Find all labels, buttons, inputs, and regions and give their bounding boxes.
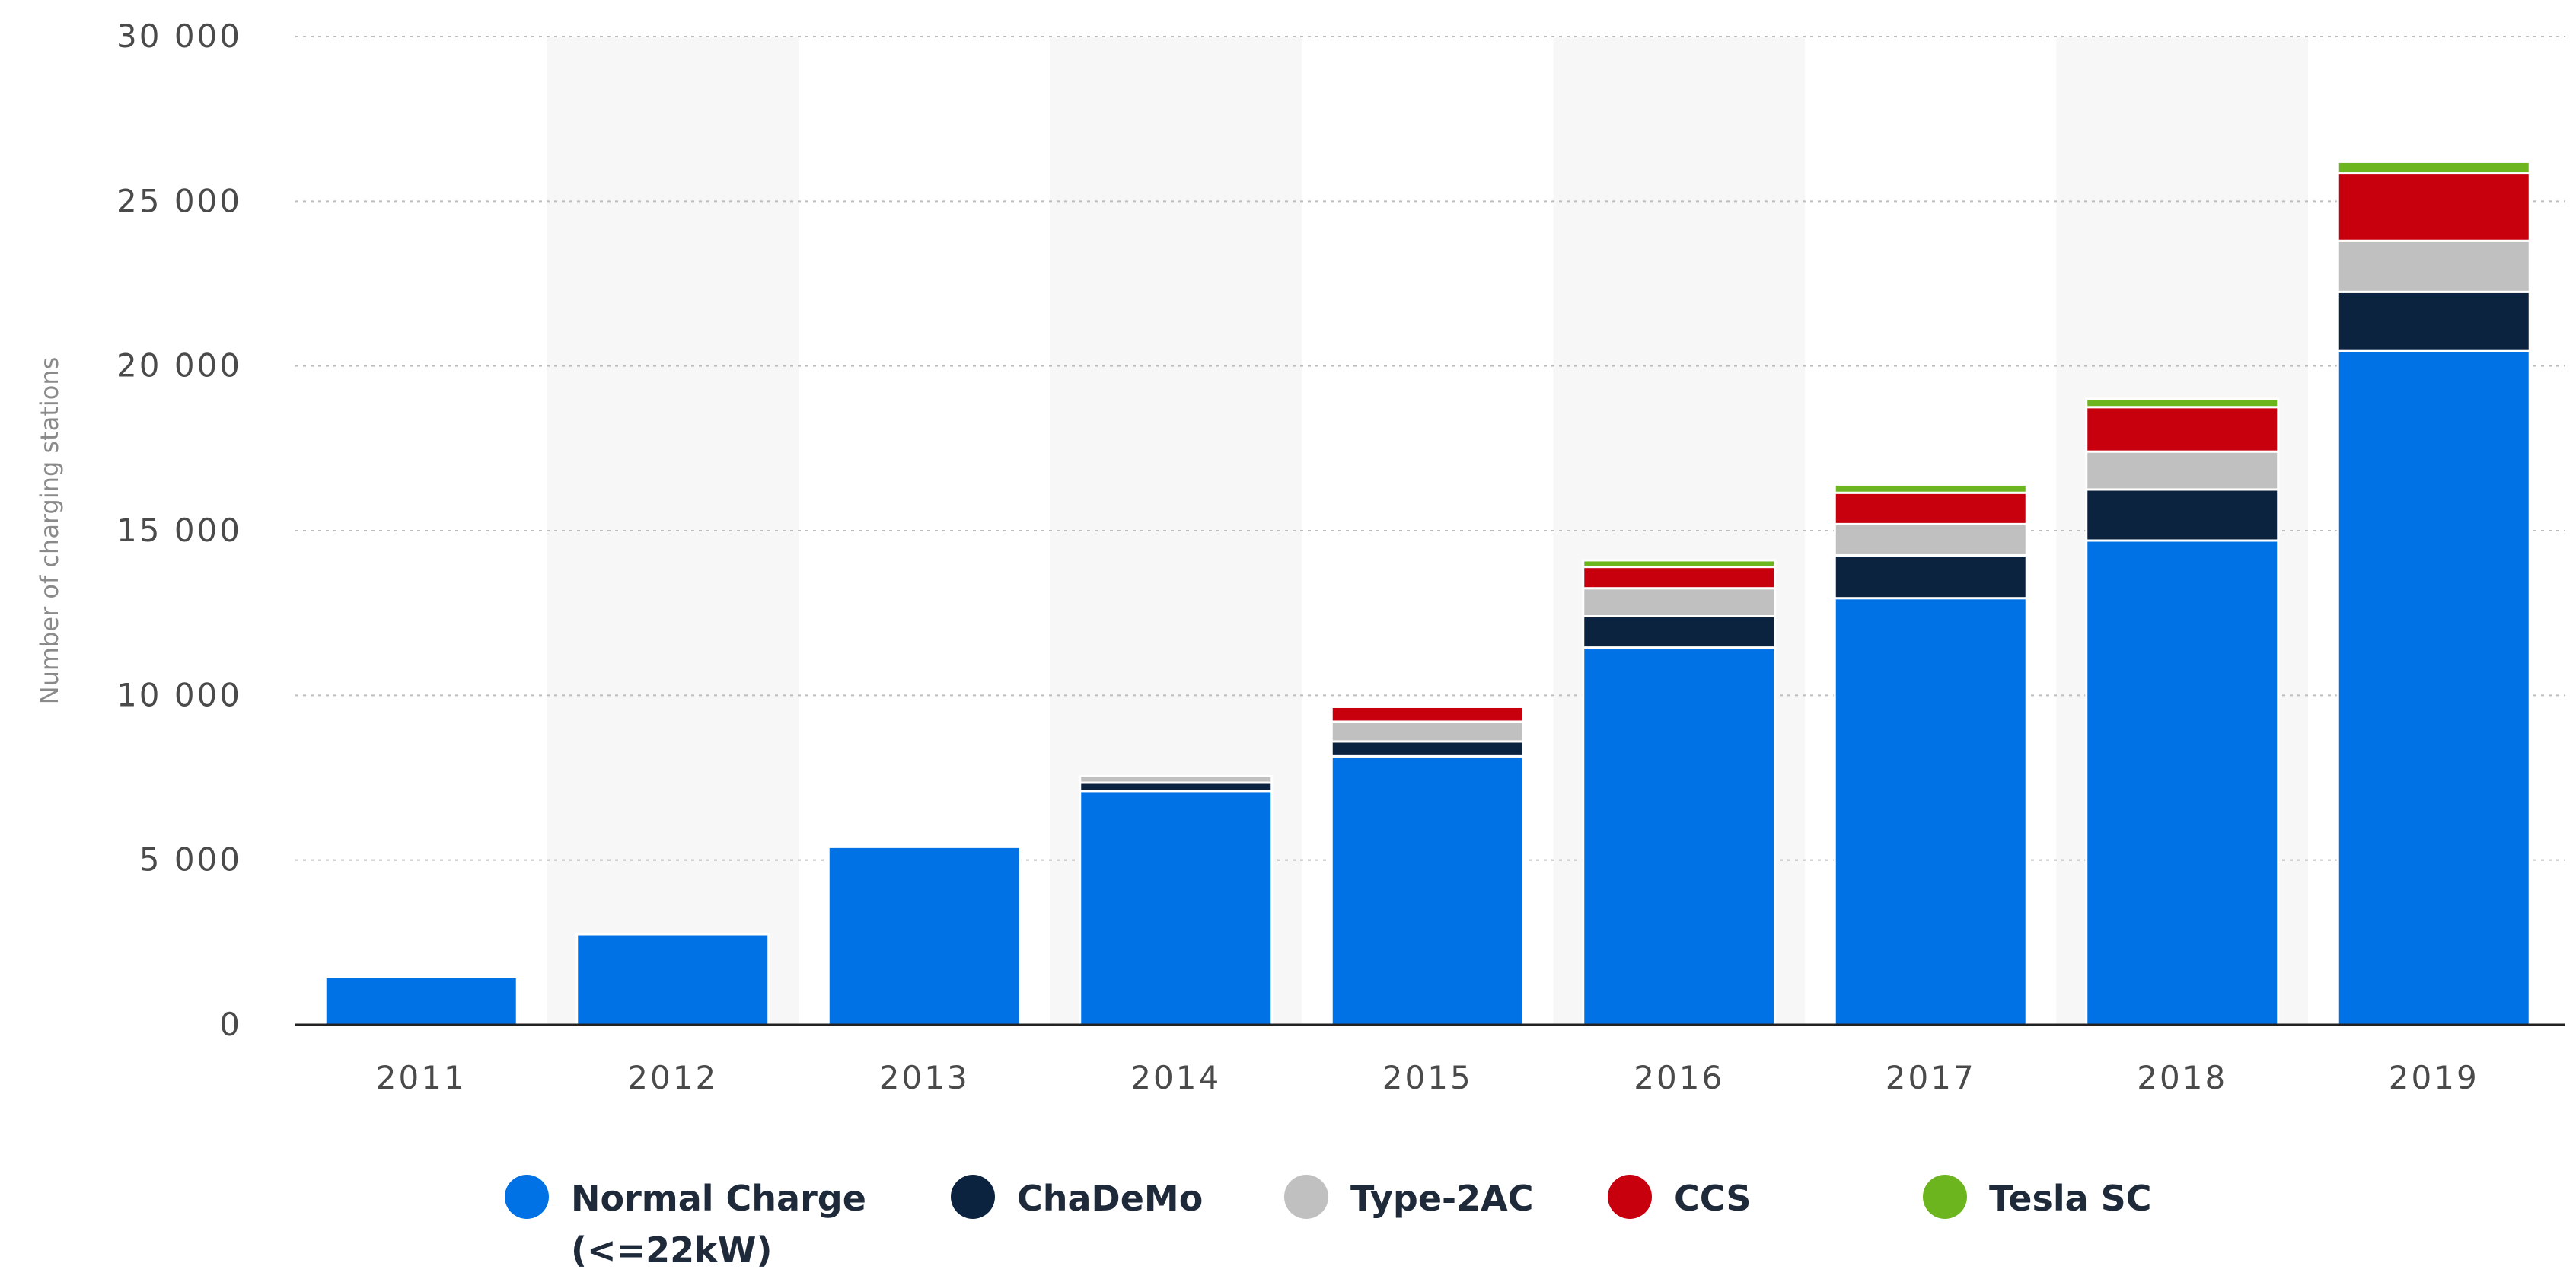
legend-item-normal-charge-22kw[interactable]: Normal Charge (<=22kW) bbox=[505, 1175, 866, 1271]
bar-2013-normal-charge-22kw[interactable] bbox=[827, 845, 1022, 1026]
bar-2019-chademo[interactable] bbox=[2336, 290, 2531, 352]
x-tick-label-2012: 2012 bbox=[627, 1059, 718, 1096]
legend-label-line2: (<=22kW) bbox=[571, 1230, 772, 1271]
bar-2018-ccs[interactable] bbox=[2085, 406, 2280, 453]
bar-2017-normal-charge-22kw[interactable] bbox=[1833, 597, 2028, 1026]
legend-item-tesla-sc[interactable]: Tesla SC bbox=[1923, 1175, 2152, 1219]
y-axis-title: Number of charging stations bbox=[35, 357, 64, 705]
x-tick-label-2011: 2011 bbox=[376, 1059, 467, 1096]
bar-2019-normal-charge-22kw[interactable] bbox=[2336, 349, 2531, 1026]
bar-2011-normal-charge-22kw[interactable] bbox=[324, 975, 518, 1026]
x-axis-ticks: 2011 2012 2013 2014 2015 2016 2017 2018 2019 bbox=[376, 1059, 2479, 1096]
bar-2014-type-2ac[interactable] bbox=[1079, 774, 1274, 784]
bar-2014-chademo[interactable] bbox=[1079, 781, 1274, 793]
bar-2016-ccs[interactable] bbox=[1582, 566, 1777, 590]
bar-2015-normal-charge-22kw[interactable] bbox=[1330, 754, 1525, 1026]
legend-marker bbox=[1923, 1175, 1967, 1219]
y-tick-label: 5 000 bbox=[139, 841, 242, 879]
bar-2018-normal-charge-22kw[interactable] bbox=[2085, 539, 2280, 1026]
legend-label: Normal Charge bbox=[571, 1178, 866, 1219]
bar-2016-normal-charge-22kw[interactable] bbox=[1582, 646, 1777, 1026]
legend: Normal Charge (<=22kW) ChaDeMo Type-2AC CCS T… bbox=[505, 1175, 2152, 1271]
bar-2012-normal-charge-22kw[interactable] bbox=[575, 933, 770, 1026]
x-tick-label-2014: 2014 bbox=[1130, 1059, 1221, 1096]
legend-label: Type-2AC bbox=[1350, 1178, 1534, 1219]
bar-2018-tesla-sc[interactable] bbox=[2085, 397, 2280, 409]
bar-2017-tesla-sc[interactable] bbox=[1833, 483, 2028, 494]
bar-2014-normal-charge-22kw[interactable] bbox=[1079, 790, 1274, 1026]
x-tick-label-2016: 2016 bbox=[1634, 1059, 1724, 1096]
column-band-2012 bbox=[547, 37, 799, 1025]
legend-label: Tesla SC bbox=[1989, 1178, 2152, 1219]
y-tick-label: 10 000 bbox=[116, 676, 242, 713]
bar-2019-tesla-sc[interactable] bbox=[2336, 160, 2531, 175]
y-tick-label: 20 000 bbox=[116, 347, 242, 384]
x-tick-label-2019: 2019 bbox=[2389, 1059, 2479, 1096]
legend-label: CCS bbox=[1674, 1178, 1752, 1219]
x-tick-label-2017: 2017 bbox=[1886, 1059, 1976, 1096]
bar-2017-ccs[interactable] bbox=[1833, 491, 2028, 525]
y-tick-label: 15 000 bbox=[116, 512, 242, 549]
x-tick-label-2013: 2013 bbox=[879, 1059, 970, 1096]
y-tick-label: 30 000 bbox=[116, 18, 242, 55]
legend-marker bbox=[1284, 1175, 1328, 1219]
y-tick-label: 0 bbox=[219, 1006, 242, 1043]
bar-2017-chademo[interactable] bbox=[1833, 553, 2028, 600]
legend-marker bbox=[505, 1175, 549, 1219]
bar-2018-chademo[interactable] bbox=[2085, 488, 2280, 542]
bar-2015-ccs[interactable] bbox=[1330, 705, 1525, 723]
y-tick-label: 25 000 bbox=[116, 182, 242, 219]
legend-item-type-2ac[interactable]: Type-2AC bbox=[1284, 1175, 1534, 1219]
bar-2019-ccs[interactable] bbox=[2336, 172, 2531, 242]
bar-2015-type-2ac[interactable] bbox=[1330, 720, 1525, 743]
bar-2015-chademo[interactable] bbox=[1330, 740, 1525, 758]
legend-item-ccs[interactable]: CCS bbox=[1608, 1175, 1752, 1219]
legend-marker bbox=[1608, 1175, 1652, 1219]
x-tick-label-2018: 2018 bbox=[2137, 1059, 2227, 1096]
bar-2016-type-2ac[interactable] bbox=[1582, 587, 1777, 617]
bar-2019-type-2ac[interactable] bbox=[2336, 239, 2531, 293]
legend-marker bbox=[951, 1175, 995, 1219]
bar-2018-type-2ac[interactable] bbox=[2085, 450, 2280, 491]
legend-item-chademo[interactable]: ChaDeMo bbox=[951, 1175, 1203, 1219]
x-tick-label-2015: 2015 bbox=[1382, 1059, 1473, 1096]
bar-2016-chademo[interactable] bbox=[1582, 614, 1777, 649]
legend-label: ChaDeMo bbox=[1017, 1178, 1203, 1219]
bar-2017-type-2ac[interactable] bbox=[1833, 522, 2028, 557]
bars bbox=[324, 160, 2531, 1026]
y-axis-ticks: 0 5 000 10 000 15 000 20 000 25 000 30 000 bbox=[116, 18, 242, 1043]
bar-2016-tesla-sc[interactable] bbox=[1582, 559, 1777, 569]
